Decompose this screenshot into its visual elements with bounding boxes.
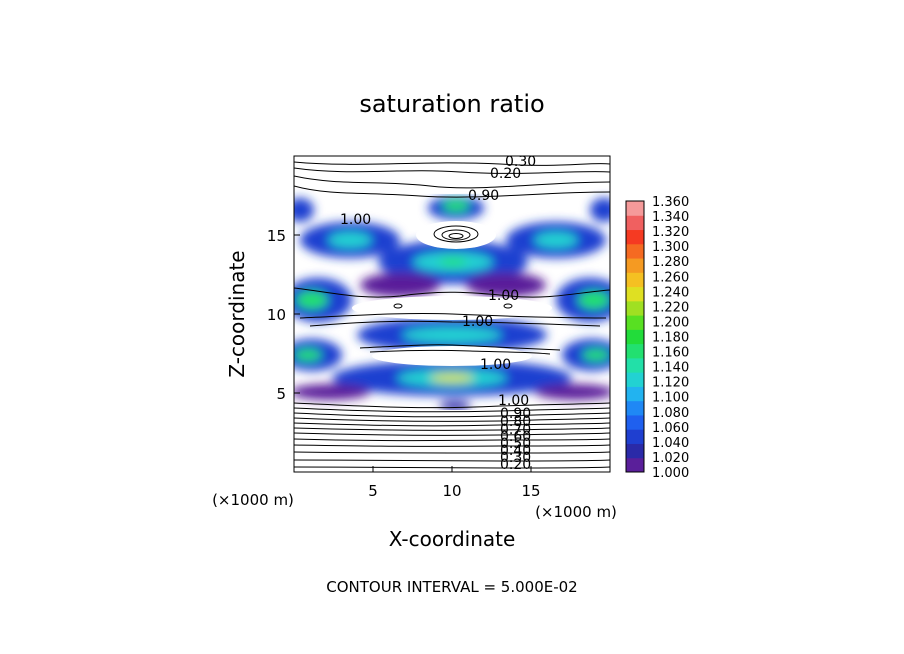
contour-label: 0.90 [468, 188, 499, 204]
colorbar-cell [626, 272, 644, 288]
colorbar-cell [626, 386, 644, 402]
heat-blob [294, 384, 370, 400]
plot-area: 0.30 0.20 0.90 1.00 1.00 1.00 1.00 1.00 … [294, 154, 610, 473]
colorbar: 1.0001.0201.0401.0601.0801.1001.1201.140… [625, 195, 689, 481]
heat-blob [466, 273, 546, 297]
colorbar-cell [626, 229, 644, 245]
colorbar-cell [626, 357, 644, 373]
colorbar-cell [626, 343, 644, 359]
colorbar-frame [625, 200, 645, 473]
colorbar-tick-label: 1.340 [652, 210, 689, 225]
y-tick-label: 15 [267, 227, 286, 245]
colorbar-cell [626, 315, 644, 330]
x-axis: 5 10 15 (×1000 m) X-coordinate [368, 466, 617, 551]
heat-blob [534, 232, 578, 248]
contour-label: 0.40 [500, 443, 531, 459]
colorbar-tick-label: 1.240 [652, 285, 689, 300]
contour-label: 0.60 [500, 429, 531, 445]
colorbar-cell [626, 300, 644, 316]
chart-title: saturation ratio [359, 90, 544, 118]
contour-label: 1.00 [462, 314, 493, 330]
colorbar-tick-label: 1.140 [652, 361, 689, 376]
colorbar-tick-label: 1.000 [652, 466, 689, 481]
contour-label: 0.30 [505, 154, 536, 170]
heat-blob [294, 349, 322, 361]
colorbar-tick-label: 1.020 [652, 451, 689, 466]
colorbar-tick-label: 1.260 [652, 270, 689, 285]
colorbar-tick-label: 1.360 [652, 195, 689, 210]
contour-label: 0.50 [500, 436, 531, 452]
colorbar-labels: 1.0001.0201.0401.0601.0801.1001.1201.140… [652, 195, 689, 481]
y-axis-title: Z-coordinate [225, 250, 249, 377]
heat-blob [402, 327, 502, 343]
contour-lines [294, 161, 610, 469]
heat-blob [582, 349, 610, 361]
z-unit-label: (×1000 m) [212, 491, 294, 509]
contour-label: 0.30 [500, 450, 531, 466]
heat-blob [360, 273, 440, 297]
heat-blob [439, 401, 471, 411]
colorbar-cell [626, 258, 644, 273]
heat-blob [578, 291, 610, 309]
colorbar-tick-label: 1.220 [652, 300, 689, 315]
colorbar-tick-label: 1.280 [652, 255, 689, 270]
heat-blob [328, 232, 372, 248]
x-tick-label: 5 [368, 482, 378, 500]
colorbar-cells [626, 201, 644, 473]
colorbar-cell [626, 372, 644, 387]
colorbar-cell [626, 243, 644, 259]
y-tick-label: 10 [267, 306, 286, 324]
heat-blob [296, 291, 328, 309]
clear-zone [416, 221, 496, 249]
colorbar-cell [626, 286, 644, 302]
contour-interval-note: CONTOUR INTERVAL = 5.000E-02 [326, 578, 577, 596]
colorbar-cell [626, 414, 644, 430]
heat-blob [590, 198, 610, 222]
contour-label: 0.80 [500, 414, 531, 430]
contour-label: 0.20 [500, 457, 531, 473]
x-tick-label: 10 [442, 482, 461, 500]
heat-blob [294, 198, 314, 222]
colorbar-cell [626, 400, 644, 416]
colorbar-tick-label: 1.060 [652, 421, 689, 436]
heat-blob [535, 384, 610, 400]
colorbar-tick-label: 1.100 [652, 391, 689, 406]
contour-label: 1.00 [488, 288, 519, 304]
colorbar-cell [626, 443, 644, 459]
heat-blob [430, 374, 474, 382]
contour-label-group: 0.30 0.20 0.90 1.00 1.00 1.00 1.00 1.00 … [340, 154, 536, 473]
heat-blob [439, 258, 467, 266]
contour-label: 0.70 [500, 422, 531, 438]
colorbar-tick-label: 1.180 [652, 331, 689, 346]
colorbar-cell [626, 329, 644, 345]
colorbar-tick-label: 1.040 [652, 436, 689, 451]
colorbar-tick-label: 1.160 [652, 346, 689, 361]
colorbar-cell [626, 215, 644, 231]
x-tick-label: 15 [521, 482, 540, 500]
heatmap-field [294, 196, 610, 411]
colorbar-cell [626, 429, 644, 444]
y-tick-label: 5 [276, 385, 286, 403]
contour-label: 1.00 [340, 212, 371, 228]
colorbar-cell [626, 201, 644, 216]
colorbar-tick-label: 1.080 [652, 406, 689, 421]
colorbar-cell [626, 457, 644, 473]
heat-blob [442, 200, 470, 212]
contour-label: 0.90 [500, 406, 531, 422]
contour-label: 1.00 [480, 357, 511, 373]
colorbar-tick-label: 1.200 [652, 315, 689, 330]
colorbar-tick-label: 1.120 [652, 376, 689, 391]
colorbar-tick-label: 1.300 [652, 240, 689, 255]
contour-label: 1.00 [498, 393, 529, 409]
contour-label: 0.20 [490, 166, 521, 182]
y-axis: 5 10 15 (×1000 m) Z-coordinate [212, 227, 300, 509]
x-unit-label: (×1000 m) [535, 503, 617, 521]
colorbar-tick-label: 1.320 [652, 225, 689, 240]
x-axis-title: X-coordinate [389, 527, 516, 551]
